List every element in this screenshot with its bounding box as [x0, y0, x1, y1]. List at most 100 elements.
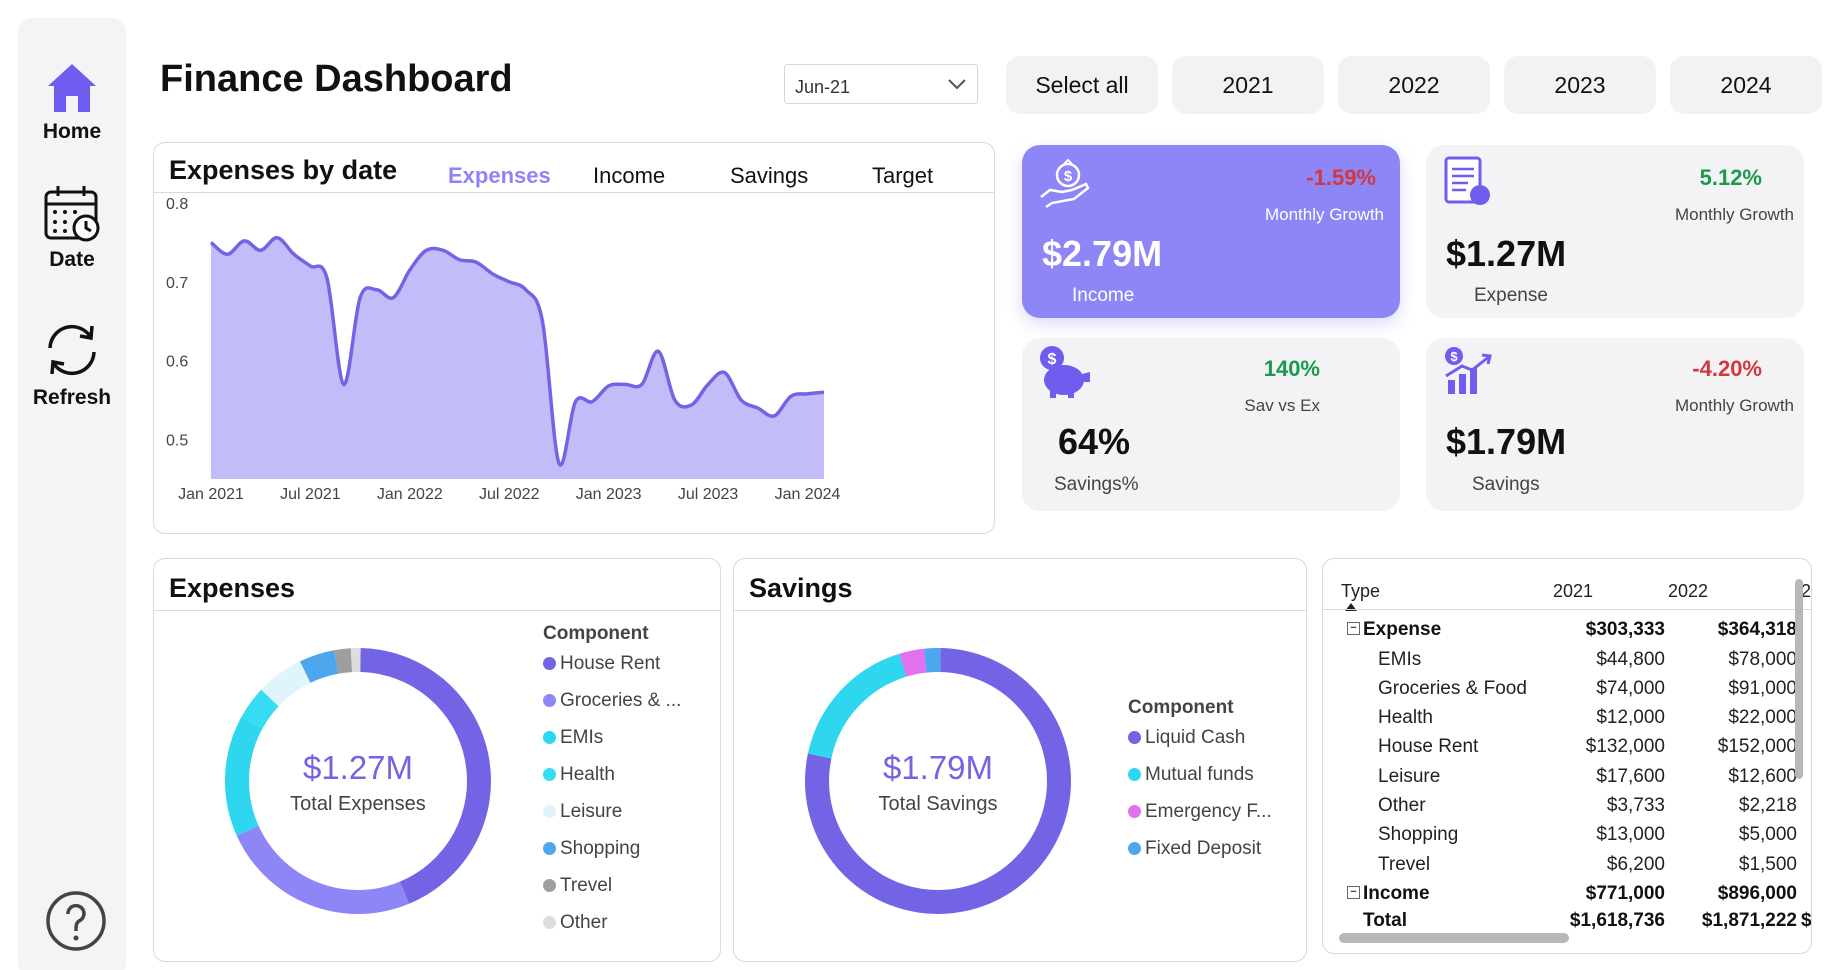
table-row[interactable]: Groceries & Food $74,000 $91,000	[1323, 678, 1797, 707]
cell-2021: $74,000	[1596, 678, 1665, 699]
kpi-savings-pct-card[interactable]: $ 140% Sav vs Ex 64% Savings%	[1022, 338, 1400, 511]
row-label: Total	[1363, 910, 1407, 931]
svg-text:$: $	[1064, 168, 1073, 185]
kpi-savings-pct-label: Savings%	[1054, 474, 1139, 495]
savings-donut-divider	[734, 610, 1306, 611]
table-row[interactable]: − Expense $303,333 $364,318	[1323, 619, 1797, 648]
row-label: House Rent	[1378, 736, 1479, 757]
filter-2024[interactable]: 2024	[1670, 56, 1822, 114]
tab-savings[interactable]: Savings	[730, 163, 809, 188]
kpi-income-growth: -1.59%	[1306, 165, 1376, 190]
collapse-icon[interactable]: −	[1347, 886, 1360, 899]
donut-slice-shopping[interactable]	[299, 650, 339, 684]
nav-home[interactable]: Home	[18, 56, 126, 144]
legend-item[interactable]: Trevel	[543, 875, 681, 912]
donut-slice-leisure[interactable]	[261, 661, 311, 707]
donut-slice-liquid-cash[interactable]	[805, 648, 1071, 914]
cell-2022: $1,500	[1738, 854, 1797, 875]
cell-2022: $12,600	[1728, 766, 1797, 787]
donut-slice-emergency-f[interactable]	[899, 648, 927, 677]
legend-swatch	[543, 768, 556, 781]
legend-item[interactable]: Groceries & ...	[543, 690, 681, 727]
filter-2023[interactable]: 2023	[1504, 56, 1656, 114]
donut-slice-house-rent[interactable]	[360, 648, 491, 904]
date-dropdown[interactable]: Jun-21	[784, 64, 978, 104]
expenses-donut-chart	[225, 648, 491, 914]
table-row[interactable]: − Income $771,000 $896,000	[1323, 883, 1797, 912]
vertical-scrollbar[interactable]	[1795, 579, 1803, 779]
line-card-divider	[154, 192, 994, 193]
donut-slice-health[interactable]	[241, 689, 279, 729]
legend-item[interactable]: EMIs	[543, 727, 681, 764]
x-tick-label: Jul 2023	[678, 486, 739, 503]
cell-2022: $896,000	[1717, 883, 1797, 904]
nav-date[interactable]: Date	[18, 182, 126, 272]
cell-2022: $364,318	[1717, 619, 1797, 640]
y-tick-label: 0.8	[166, 196, 188, 213]
row-label: Shopping	[1378, 824, 1459, 845]
table-row[interactable]: Other $3,733 $2,218	[1323, 795, 1797, 824]
matrix-header-2021[interactable]: 2021	[1553, 581, 1594, 601]
matrix-header-type[interactable]: Type	[1341, 581, 1381, 601]
legend-swatch	[543, 731, 556, 744]
legend-item[interactable]: Fixed Deposit	[1128, 838, 1272, 875]
kpi-savings-pct-value: 64%	[1058, 421, 1131, 462]
kpi-savings-card[interactable]: $ -4.20% Monthly Growth $1.79M Savings	[1426, 338, 1804, 511]
legend-item[interactable]: Health	[543, 764, 681, 801]
table-row[interactable]: House Rent $132,000 $152,000	[1323, 736, 1797, 765]
kpi-expense-card[interactable]: 5.12% Monthly Growth $1.27M Expense	[1426, 145, 1804, 318]
savings-legend: Component Liquid Cash Mutual funds Emergenc…	[1128, 697, 1272, 875]
row-label: Other	[1378, 795, 1426, 816]
donut-slice-emis[interactable]	[225, 716, 263, 836]
expenses-donut-title: Expenses	[169, 573, 296, 603]
home-icon	[48, 64, 96, 112]
kpi-income-card[interactable]: $ -1.59% Monthly Growth $2.79M Income	[1022, 145, 1400, 318]
donut-slice-mutual-funds[interactable]	[807, 653, 907, 759]
tab-income[interactable]: Income	[593, 163, 666, 188]
tab-expenses[interactable]: Expenses	[448, 163, 551, 188]
legend-swatch	[543, 842, 556, 855]
money-hand-icon: $	[1040, 158, 1090, 209]
legend-label: Emergency F...	[1145, 801, 1272, 822]
svg-text:$: $	[1048, 351, 1057, 368]
matrix-header-divider	[1323, 609, 1811, 610]
filter-2022[interactable]: 2022	[1338, 56, 1490, 114]
x-tick-label: Jan 2024	[775, 486, 841, 503]
nav-refresh[interactable]: Refresh	[18, 318, 126, 410]
row-label: Expense	[1363, 619, 1442, 640]
legend-swatch	[543, 916, 556, 929]
table-row[interactable]: Trevel $6,200 $1,500	[1323, 854, 1797, 883]
legend-item[interactable]: Mutual funds	[1128, 764, 1272, 801]
legend-item[interactable]: Other	[543, 912, 681, 949]
cell-2022: $91,000	[1728, 678, 1797, 699]
matrix-table: Type 2021 2022 2 − Expense $303,333 $364,31…	[1322, 558, 1812, 954]
calendar-icon	[44, 186, 100, 242]
collapse-icon[interactable]: −	[1347, 622, 1360, 635]
tab-target[interactable]: Target	[872, 163, 934, 188]
kpi-savings-value: $1.79M	[1446, 421, 1567, 462]
filter-select-all[interactable]: Select all	[1006, 56, 1158, 114]
cell-2022: $78,000	[1728, 649, 1797, 670]
matrix-header-2023[interactable]: 2	[1801, 581, 1812, 601]
kpi-savings-growth: -4.20%	[1692, 356, 1762, 381]
table-row[interactable]: Total $1,618,736 $1,871,222 $	[1323, 910, 1811, 939]
donut-slice-groceries[interactable]	[236, 825, 410, 914]
legend-item[interactable]: Shopping	[543, 838, 681, 875]
matrix-header-2022[interactable]: 2022	[1668, 581, 1709, 601]
cell-2023: $	[1801, 910, 1812, 931]
horizontal-scrollbar[interactable]	[1339, 933, 1569, 943]
filter-2021[interactable]: 2021	[1172, 56, 1324, 114]
table-row[interactable]: Shopping $13,000 $5,000	[1323, 824, 1797, 853]
donut-slice-fixed-deposit[interactable]	[923, 648, 941, 673]
donut-slice-trevel[interactable]	[333, 648, 353, 674]
table-row[interactable]: EMIs $44,800 $78,000	[1323, 649, 1797, 678]
table-row[interactable]: Leisure $17,600 $12,600	[1323, 766, 1797, 795]
legend-item[interactable]: House Rent	[543, 653, 681, 690]
legend-item[interactable]: Emergency F...	[1128, 801, 1272, 838]
help-icon[interactable]	[45, 890, 107, 952]
table-row[interactable]: Health $12,000 $22,000	[1323, 707, 1797, 736]
page-title: Finance Dashboard	[160, 58, 513, 100]
legend-item[interactable]: Liquid Cash	[1128, 727, 1272, 764]
legend-item[interactable]: Leisure	[543, 801, 681, 838]
cell-2022: $5,000	[1738, 824, 1797, 845]
